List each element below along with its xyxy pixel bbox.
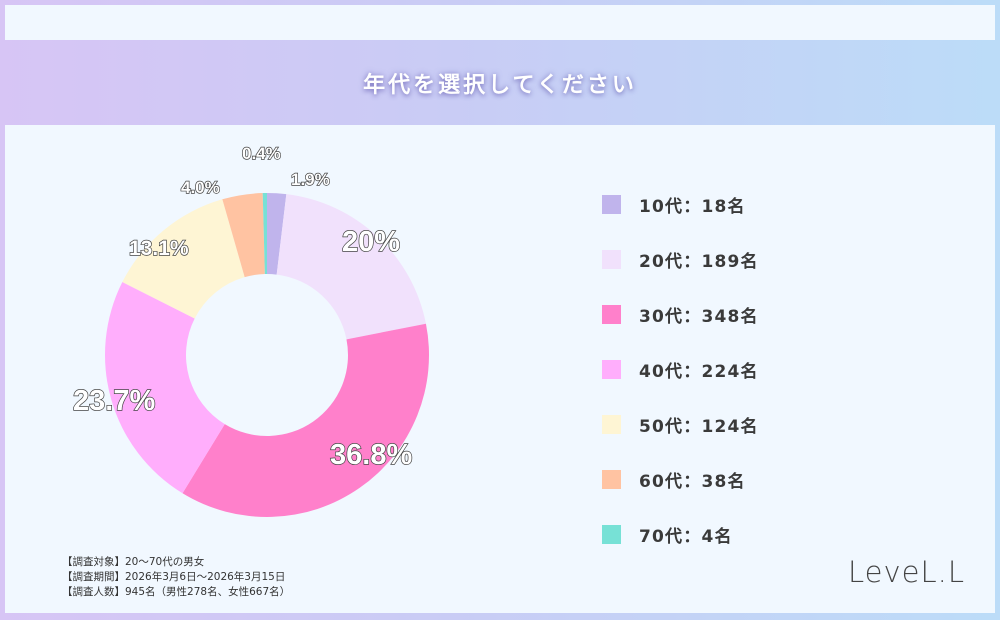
legend-swatch-icon bbox=[602, 250, 621, 269]
donut-slice-70代 bbox=[262, 193, 267, 275]
legend-label: 60代：38名 bbox=[639, 472, 746, 492]
title-banner: 年代を選択してください bbox=[0, 40, 1000, 125]
percent-label: 4.0% bbox=[181, 178, 220, 197]
legend-swatch-icon bbox=[602, 470, 621, 489]
donut-slice-40代 bbox=[104, 282, 225, 494]
donut-chart: 1.9% 20% 36.8% 23.7% 13.1% 4.0% 0.4% bbox=[72, 143, 429, 517]
legend-item-10s: 10代：18名 bbox=[602, 177, 759, 232]
legend-item-20s: 20代：189名 bbox=[602, 232, 759, 287]
survey-target: 【調査対象】20〜70代の男女 bbox=[62, 556, 205, 568]
legend-label: 50代：124名 bbox=[639, 417, 759, 437]
percent-label: 23.7% bbox=[73, 385, 155, 417]
percent-label: 13.1% bbox=[129, 237, 189, 260]
legend-swatch-icon bbox=[602, 360, 621, 379]
legend-item-30s: 30代：348名 bbox=[602, 287, 759, 342]
donut-slice-30代 bbox=[182, 323, 429, 517]
legend-label: 40代：224名 bbox=[639, 362, 759, 382]
legend-item-40s: 40代：224名 bbox=[602, 342, 759, 397]
legend-swatch-icon bbox=[602, 195, 621, 214]
percent-label: 20% bbox=[342, 226, 400, 258]
donut-slice-10代 bbox=[267, 193, 287, 275]
legend-label: 20代：189名 bbox=[639, 252, 759, 272]
legend-item-60s: 60代：38名 bbox=[602, 452, 759, 507]
legend-label: 10代：18名 bbox=[639, 197, 746, 217]
chart-card: 1.9% 20% 36.8% 23.7% 13.1% 4.0% 0.4% 10代：18名 2… bbox=[5, 125, 995, 613]
legend-label: 70代：4名 bbox=[639, 527, 733, 547]
survey-respondents: 【調査人数】945名（男性278名、女性667名） bbox=[62, 586, 291, 598]
brand-logo: LeveL.L bbox=[848, 555, 966, 589]
legend-item-70s: 70代：4名 bbox=[602, 507, 759, 562]
percent-label: 1.9% bbox=[291, 170, 330, 189]
legend-label: 30代：348名 bbox=[639, 307, 759, 327]
legend-swatch-icon bbox=[602, 525, 621, 544]
legend-swatch-icon bbox=[602, 305, 621, 324]
percent-label: 0.4% bbox=[242, 144, 281, 163]
donut-slice-60代 bbox=[222, 193, 265, 278]
donut-slice-20代 bbox=[276, 194, 426, 340]
donut-slice-50代 bbox=[122, 199, 245, 319]
top-bar bbox=[5, 5, 995, 40]
survey-period: 【調査期間】2026年3月6日〜2026年3月15日 bbox=[62, 571, 286, 583]
chart-title: 年代を選択してください bbox=[363, 72, 637, 98]
legend-swatch-icon bbox=[602, 415, 621, 434]
legend: 10代：18名 20代：189名 30代：348名 40代：224名 50代：1… bbox=[602, 177, 759, 562]
legend-item-50s: 50代：124名 bbox=[602, 397, 759, 452]
survey-notes: 【調査対象】20〜70代の男女 【調査期間】2026年3月6日〜2026年3月1… bbox=[62, 555, 290, 600]
percent-label: 36.8% bbox=[330, 439, 412, 471]
